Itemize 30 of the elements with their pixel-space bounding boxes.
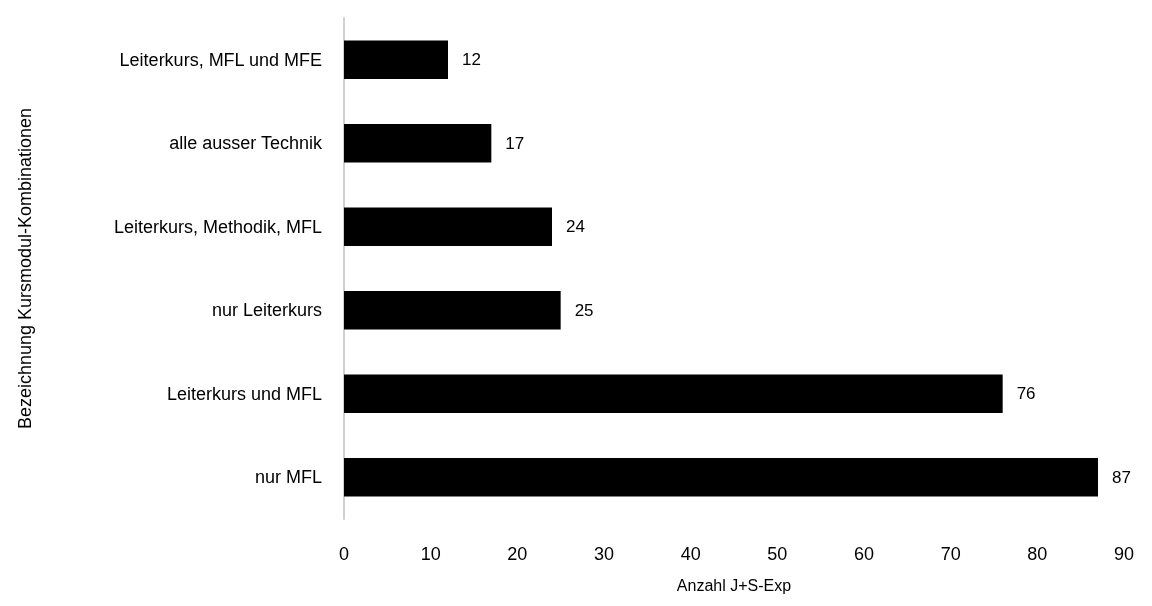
x-tick-label: 50 [767,544,788,564]
data-label: 76 [1016,384,1036,404]
bar [344,374,1003,413]
x-tick-label: 70 [940,544,961,564]
x-tick-label: 30 [593,544,615,564]
bar [344,124,492,163]
y-tick-label: nur MFL [254,467,322,488]
data-label: 87 [1112,467,1131,487]
data-label: 25 [574,300,594,320]
bar [344,207,552,246]
y-tick-label: nur Leiterkurs [211,300,322,321]
y-tick-label: Leiterkurs und MFL [166,383,322,404]
bar [344,458,1098,497]
data-label: 24 [566,217,585,237]
x-tick-label: 90 [1113,544,1135,564]
x-tick-label: 0 [338,544,350,564]
bar [344,40,448,79]
y-axis-title: Bezeichnung Kursmodul-Kombinationen [15,107,35,430]
x-tick-label: 10 [420,544,441,564]
x-axis-title: Anzahl J+S-Exp [676,576,792,594]
x-tick-label: 20 [507,544,528,564]
y-tick-label: alle ausser Technik [169,133,323,154]
x-tick-label: 80 [1027,544,1048,564]
data-label: 12 [462,50,481,70]
x-tick-label: 60 [853,544,875,564]
y-tick-label: Leiterkurs, Methodik, MFL [113,216,322,237]
y-tick-label: Leiterkurs, MFL und MFE [119,49,322,70]
data-label: 17 [505,133,525,153]
bar [344,291,561,330]
x-tick-label: 40 [680,544,701,564]
